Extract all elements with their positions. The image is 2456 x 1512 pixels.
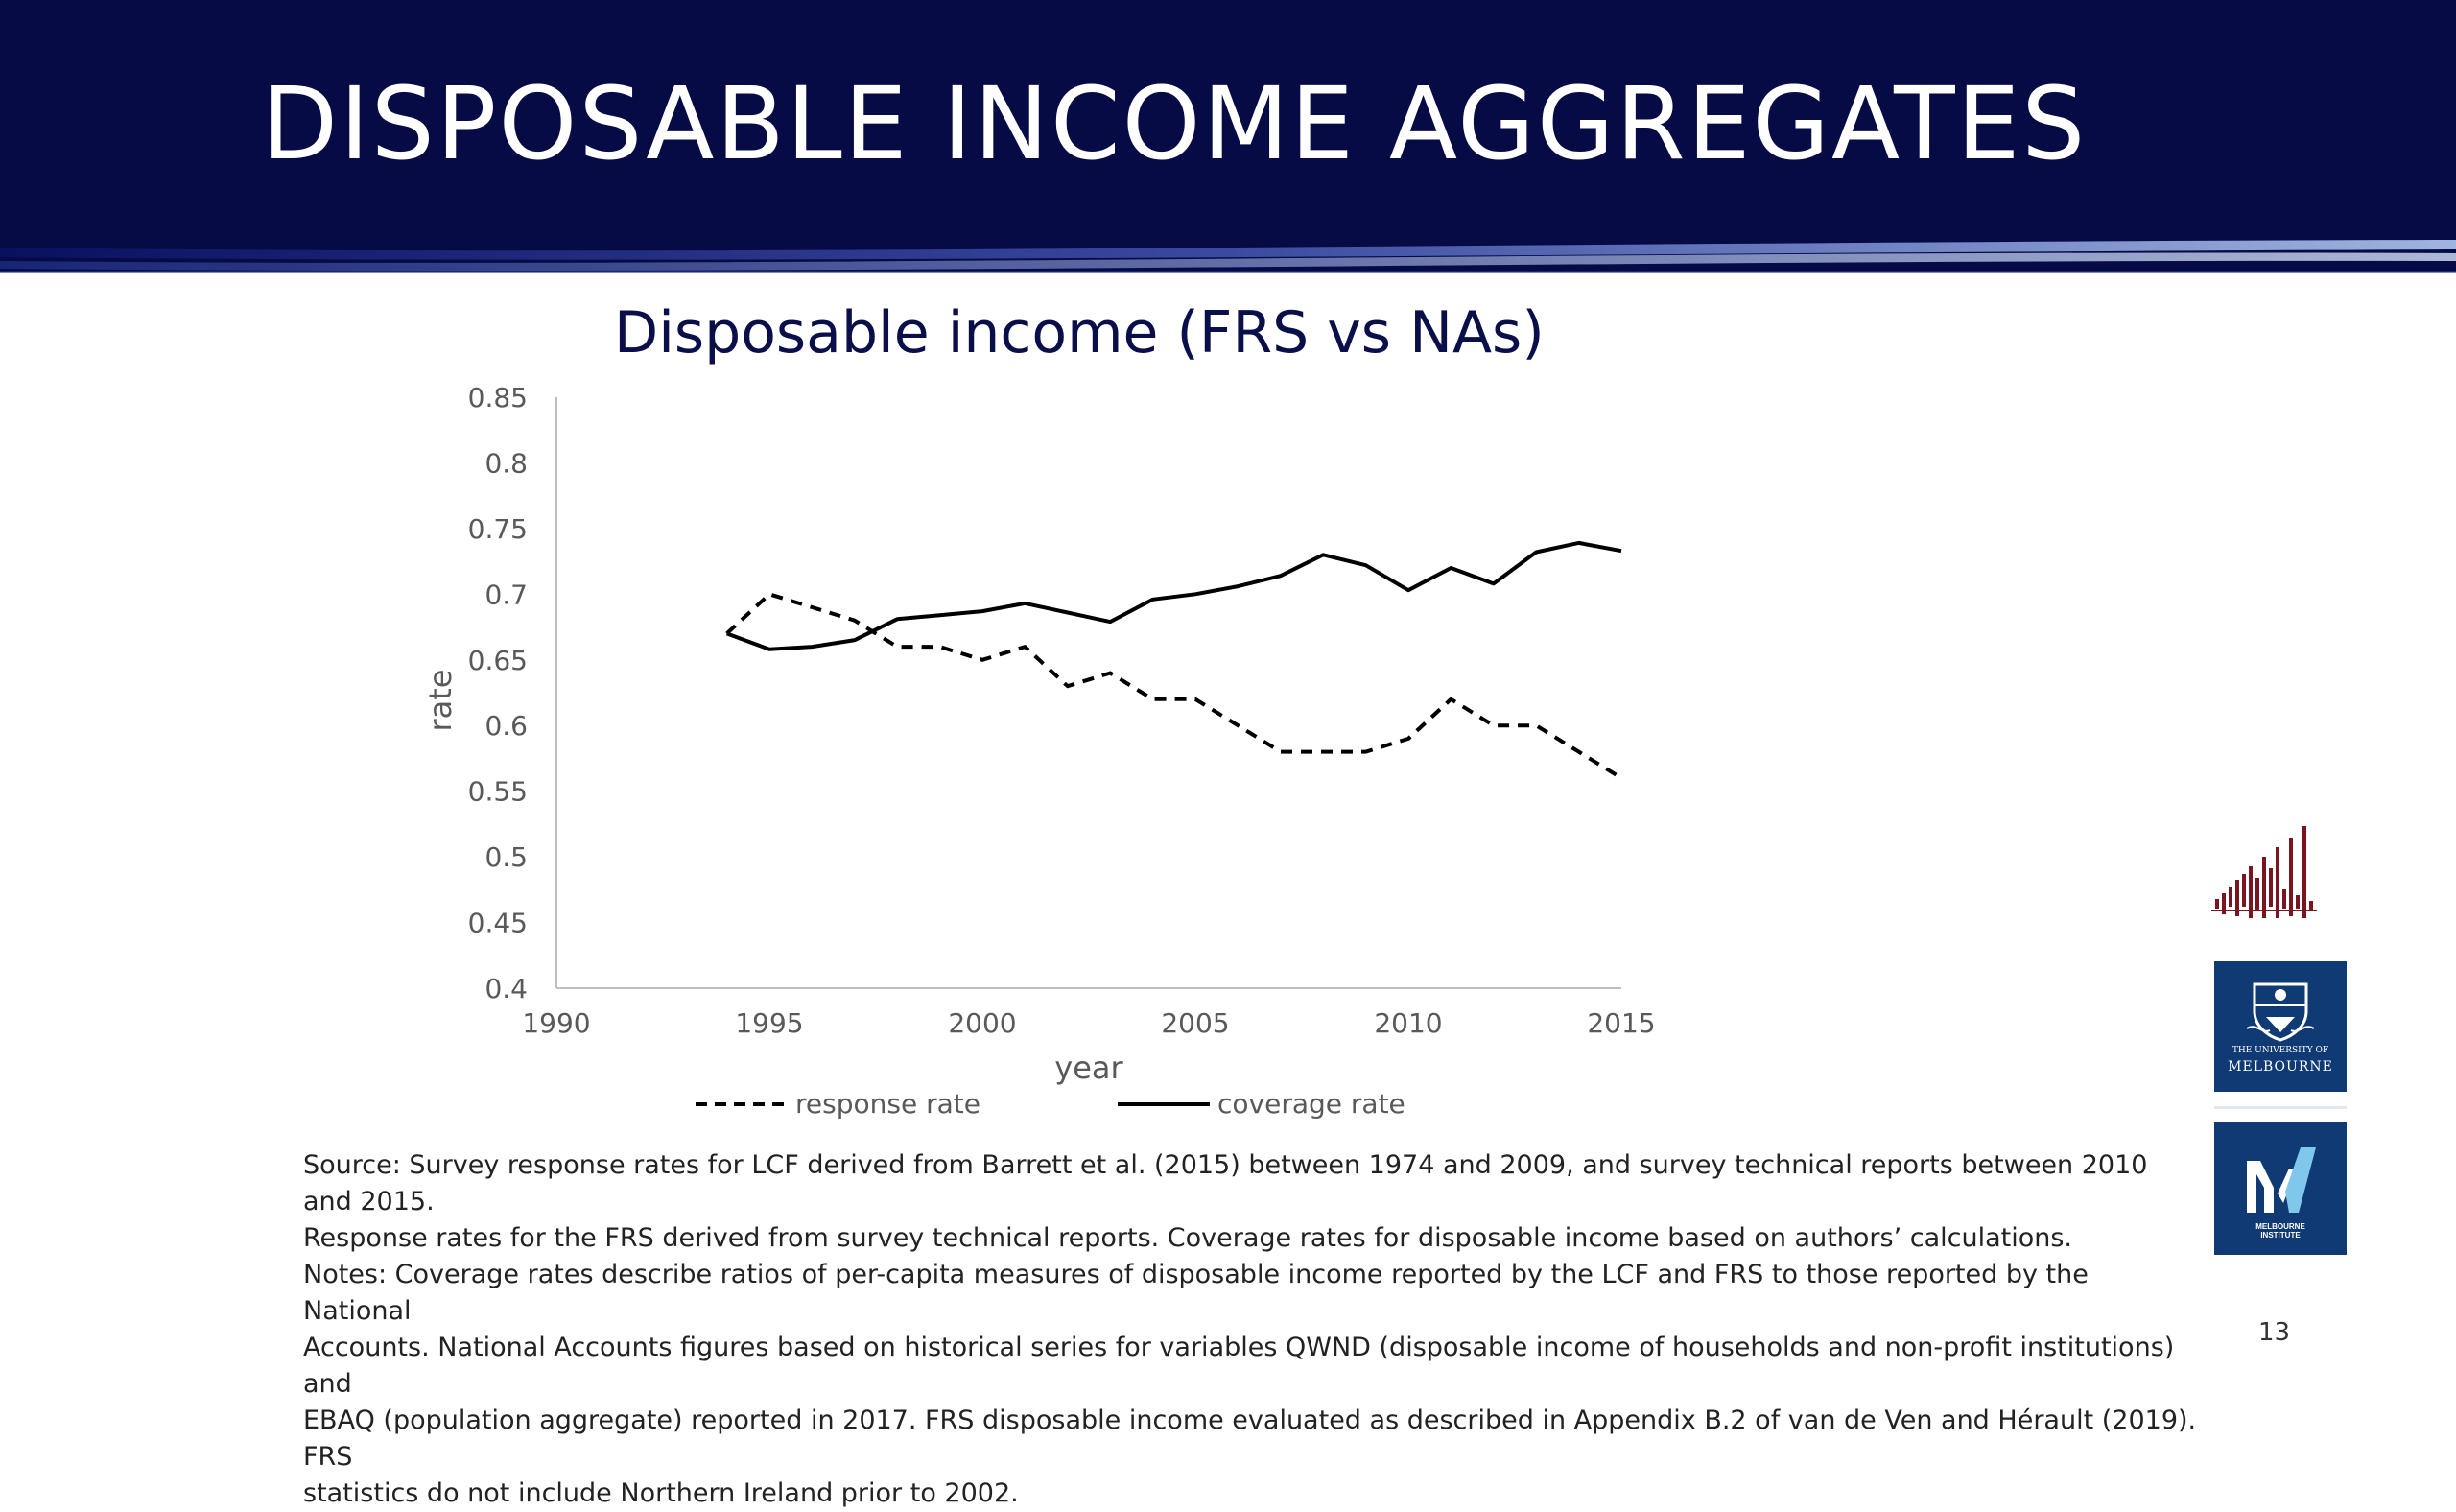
y-tick-label: 0.85 <box>468 382 528 413</box>
notes-line: statistics do not include Northern Irela… <box>303 1478 1019 1508</box>
x-axis-label: year <box>1054 1050 1123 1086</box>
chart-title: Disposable income (FRS vs NAs) <box>614 299 1545 366</box>
notes-line: Source: Survey response rates for LCF de… <box>303 1150 2148 1217</box>
crest-icon <box>2247 982 2314 1042</box>
mi-text-line1: MELBOURNE <box>2255 1222 2305 1231</box>
y-axis-label: rate <box>422 670 459 732</box>
y-tick-label: 0.8 <box>484 447 528 479</box>
x-tick-label: 2005 <box>1161 1007 1229 1039</box>
notes-line: Notes: Coverage rates describe ratios of… <box>303 1260 2089 1326</box>
x-tick-label: 2010 <box>1374 1007 1442 1039</box>
uom-text-line1: THE UNIVERSITY OF <box>2232 1046 2329 1055</box>
source-notes: Source: Survey response rates for LCF de… <box>303 1147 2203 1512</box>
slide-header: DISPOSABLE INCOME AGGREGATES <box>0 0 2456 245</box>
x-tick-label: 1995 <box>735 1007 803 1039</box>
y-tick-label: 0.75 <box>468 513 528 545</box>
melbourne-institute-logo: MELBOURNE INSTITUTE <box>2214 1122 2347 1255</box>
x-tick-label: 1990 <box>522 1007 590 1039</box>
uom-text-line2: MELBOURNE <box>2228 1059 2333 1075</box>
y-tick-label: 0.4 <box>484 973 528 1004</box>
series-line-response-rate <box>725 592 1623 780</box>
y-tick-label: 0.7 <box>484 579 528 610</box>
notes-line: Response rates for the FRS derived from … <box>303 1223 2073 1253</box>
notes-line: EBAQ (population aggregate) reported in … <box>303 1406 2197 1472</box>
y-tick-label: 0.45 <box>468 908 528 939</box>
university-of-melbourne-logo: THE UNIVERSITY OF MELBOURNE <box>2214 961 2347 1092</box>
x-tick-label: 2000 <box>948 1007 1016 1039</box>
mi-text-line2: INSTITUTE <box>2260 1231 2301 1240</box>
legend-label: response rate <box>795 1088 980 1120</box>
y-tick-label: 0.6 <box>484 710 528 742</box>
slide-title: DISPOSABLE INCOME AGGREGATES <box>261 65 2088 182</box>
x-tick-label: 2015 <box>1587 1007 1655 1039</box>
y-tick-label: 0.65 <box>468 645 528 676</box>
mi-mark-icon <box>2247 1147 2316 1213</box>
header-swoosh <box>0 236 2456 273</box>
bars-logo-icon <box>2211 826 2317 918</box>
y-tick-label: 0.5 <box>484 841 528 873</box>
page-number: 13 <box>2258 1318 2291 1347</box>
y-tick-label: 0.55 <box>468 776 528 808</box>
legend-label: coverage rate <box>1217 1088 1405 1120</box>
logo-divider <box>2214 1106 2347 1109</box>
series-line-coverage-rate <box>725 540 1622 651</box>
notes-line: Accounts. National Accounts figures base… <box>303 1333 2175 1399</box>
